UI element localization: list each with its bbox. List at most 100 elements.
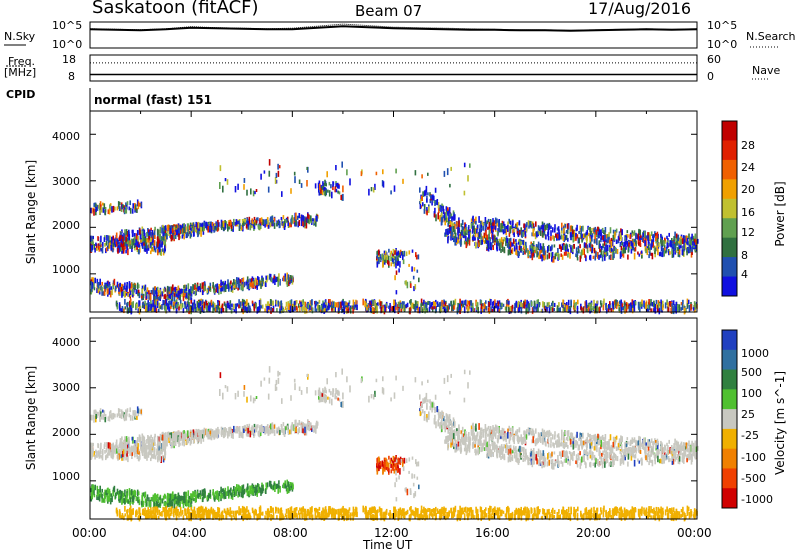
power-mark [395, 302, 397, 309]
power-mark [119, 289, 121, 296]
power-mark [118, 287, 120, 292]
power-mark [653, 234, 655, 238]
power-mark [99, 278, 101, 286]
power-mark [487, 218, 490, 223]
power-mark [575, 253, 577, 257]
power-mark [135, 303, 137, 310]
power-mark [258, 300, 261, 306]
power-mark [319, 309, 322, 313]
power-mark [543, 232, 545, 236]
power-mark [598, 242, 600, 249]
power-mark [692, 241, 694, 246]
power-mark [627, 246, 630, 253]
power-mark [229, 300, 232, 304]
power-mark [589, 233, 591, 239]
power-mark [586, 230, 588, 236]
power-mark [179, 229, 181, 235]
power-mark [272, 277, 275, 283]
power-mark [212, 282, 214, 287]
power-mark [626, 302, 629, 310]
power-mark [488, 230, 491, 235]
power-mark [265, 275, 267, 280]
power-mark [443, 170, 446, 177]
power-mark [591, 246, 593, 253]
velocity-mark [207, 433, 209, 440]
power-mark [638, 253, 641, 257]
power-mark [195, 221, 197, 228]
power-mark [188, 305, 190, 311]
power-mark [230, 308, 233, 314]
power-mark [472, 302, 474, 308]
power-mark [496, 239, 499, 246]
power-mark [619, 242, 622, 246]
power-mark [127, 293, 129, 297]
power-mark [508, 218, 510, 224]
power-mark [570, 299, 572, 306]
power-mark [248, 284, 251, 289]
velocity-mark [195, 428, 197, 435]
velocity-mark [273, 424, 276, 429]
power-mark [585, 243, 587, 249]
power-mark [179, 299, 182, 306]
power-mark [565, 235, 568, 241]
velocity-mark [104, 450, 106, 454]
power-mark [282, 215, 285, 220]
power-mark [291, 217, 294, 224]
power-mark [536, 299, 538, 304]
power-mark [187, 283, 190, 290]
power-mark [611, 240, 614, 247]
power-mark [142, 301, 145, 306]
power-mark [522, 251, 524, 255]
power-mark [636, 234, 638, 240]
power-mark [458, 304, 461, 308]
power-mark [262, 220, 264, 226]
power-mark [421, 196, 423, 201]
power-mark [398, 308, 400, 312]
power-mark [176, 304, 178, 308]
power-mark [390, 306, 392, 312]
power-mark [249, 282, 252, 287]
power-mark [675, 249, 678, 253]
power-mark [115, 232, 118, 239]
power-mark [634, 246, 637, 252]
velocity-mark [228, 428, 230, 433]
power-mark [176, 230, 179, 236]
power-mark [209, 305, 211, 312]
power-mark [261, 275, 263, 280]
power-mark [114, 285, 117, 292]
power-mark [168, 292, 170, 299]
power-mark [220, 279, 222, 286]
velocity-mark [123, 440, 126, 448]
velocity-mark [285, 426, 287, 431]
power-mark [175, 289, 178, 295]
power-mark [646, 235, 648, 241]
power-mark [434, 304, 437, 309]
power-mark [668, 232, 670, 237]
power-mark [149, 237, 151, 243]
power-mark [409, 300, 411, 304]
power-mark [216, 304, 218, 312]
power-mark [533, 300, 536, 308]
velocity-mark [291, 424, 294, 431]
power-mark [576, 234, 579, 239]
power-mark [326, 305, 328, 312]
power-mark [431, 200, 433, 206]
power-mark [497, 301, 500, 307]
velocity-mark [129, 450, 131, 456]
power-mark [364, 300, 366, 308]
velocity-mark [129, 407, 131, 413]
power-mark [460, 223, 463, 228]
power-mark [463, 300, 466, 306]
power-mark [321, 186, 324, 190]
power-mark [345, 302, 347, 309]
power-mark [525, 304, 527, 309]
power-mark [150, 304, 153, 311]
power-mark [369, 301, 372, 305]
power-mark [248, 216, 251, 224]
power-mark [269, 221, 272, 228]
power-mark [678, 252, 681, 258]
power-mark [216, 226, 219, 232]
velocity-mark [107, 447, 110, 452]
power-mark [335, 188, 338, 193]
power-mark [414, 304, 417, 312]
